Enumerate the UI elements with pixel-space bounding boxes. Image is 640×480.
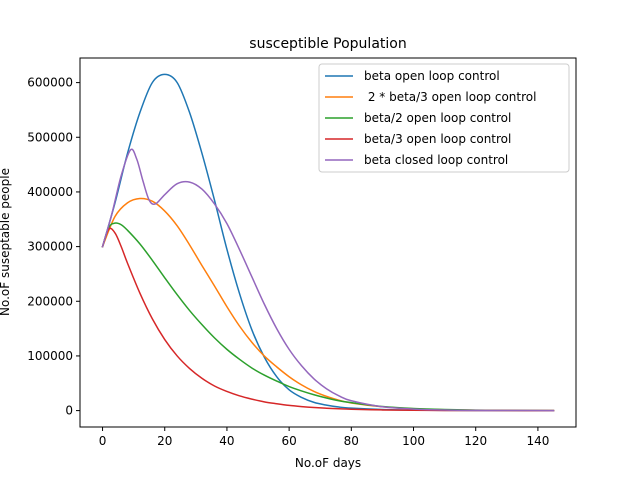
chart-title: susceptible Population (249, 36, 406, 52)
legend-label-3: beta/2 open loop control (364, 111, 511, 125)
y-axis: 0 100000 200000 300000 400000 500000 600000 (27, 76, 80, 418)
y-tick-label: 600000 (27, 76, 73, 90)
x-tick-label: 140 (526, 434, 549, 448)
y-axis-label: No.oF suseptable people (0, 168, 12, 316)
y-tick-label: 500000 (27, 130, 73, 144)
series-line-5 (101, 148, 555, 412)
x-tick-label: 100 (402, 434, 425, 448)
y-tick-label: 400000 (27, 185, 73, 199)
x-tick-label: 80 (344, 434, 359, 448)
y-tick-label: 200000 (27, 294, 73, 308)
plot-area (79, 57, 577, 428)
series-line-4 (101, 227, 555, 412)
plot-frame (79, 57, 577, 428)
legend-frame (318, 63, 570, 173)
x-tick-label: 60 (281, 434, 296, 448)
series-group (101, 73, 555, 412)
legend-label-2: 2 * beta/3 open loop control (364, 90, 536, 104)
x-axis-label: No.oF days (295, 456, 361, 470)
legend-label-5: beta closed loop control (364, 153, 508, 167)
y-tick-label: 100000 (27, 349, 73, 363)
x-tick-label: 120 (464, 434, 487, 448)
legend-label-1: beta open loop control (364, 69, 500, 83)
y-tick-label: 300000 (27, 240, 73, 254)
x-tick-label: 0 (99, 434, 107, 448)
x-tick-label: 20 (157, 434, 172, 448)
legend: beta open loop control 2 * beta/3 open l… (318, 63, 570, 173)
legend-label-4: beta/3 open loop control (364, 132, 511, 146)
x-tick-label: 40 (219, 434, 234, 448)
y-tick-label: 0 (65, 404, 73, 418)
x-axis: 0 20 40 60 80 100 120 140 (99, 427, 549, 448)
